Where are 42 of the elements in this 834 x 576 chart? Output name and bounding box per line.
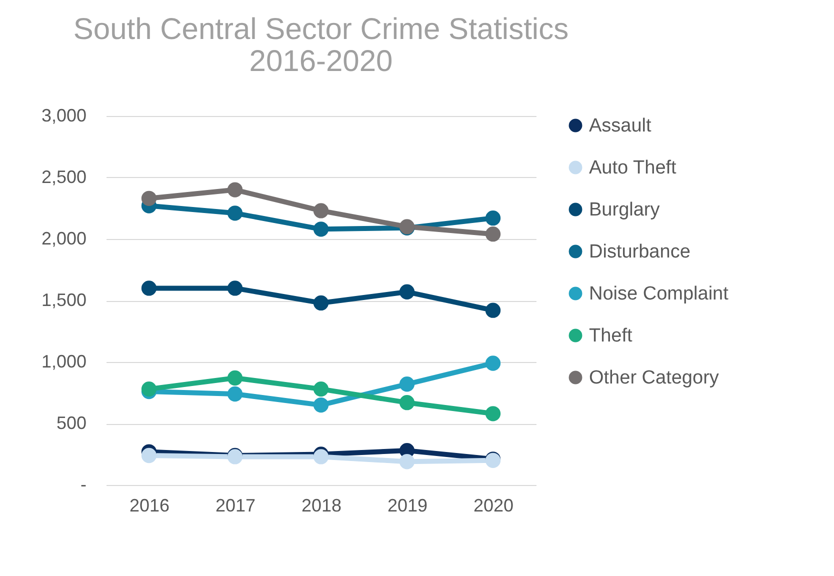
point	[227, 370, 243, 386]
legend-label: Assault	[589, 116, 652, 136]
legend-label: Noise Complaint	[589, 284, 730, 304]
point	[141, 280, 157, 296]
legend-label: Other Category	[589, 368, 720, 388]
point	[227, 206, 243, 221]
y-tick-label: 500	[56, 413, 86, 433]
chart-title: South Central Sector Crime Statistics 2016-2020	[73, 13, 569, 78]
legend-label: Burglary	[589, 200, 660, 220]
point	[485, 226, 501, 242]
point	[227, 280, 243, 296]
point	[313, 222, 329, 237]
point	[485, 406, 501, 422]
point	[141, 448, 157, 464]
point	[399, 395, 415, 410]
point	[399, 376, 415, 392]
x-tick-label: 2016	[129, 496, 170, 516]
point	[141, 190, 157, 206]
legend-label: Theft	[589, 326, 634, 346]
y-tick-label: -	[80, 474, 86, 494]
point	[485, 210, 501, 226]
point	[399, 284, 415, 300]
point	[313, 203, 329, 218]
x-tick-label: 2019	[387, 496, 428, 516]
x-tick-label: 2018	[301, 496, 342, 516]
y-tick-label: 2,500	[41, 167, 86, 187]
legend-label: Auto Theft	[589, 158, 678, 178]
y-tick-label: 2,000	[41, 228, 86, 248]
point	[399, 454, 415, 470]
y-tick-label: 3,000	[41, 106, 86, 126]
point	[485, 302, 501, 318]
legend-label: Disturbance	[589, 242, 690, 262]
x-tick-label: 2020	[473, 496, 514, 516]
x-tick-label: 2017	[215, 496, 256, 516]
y-tick-label: 1,000	[41, 352, 86, 372]
y-tick-label: 1,500	[41, 290, 86, 310]
point	[313, 381, 329, 397]
point	[227, 182, 243, 198]
point	[313, 397, 329, 413]
point	[485, 356, 501, 371]
point	[313, 295, 329, 311]
point	[227, 386, 243, 402]
